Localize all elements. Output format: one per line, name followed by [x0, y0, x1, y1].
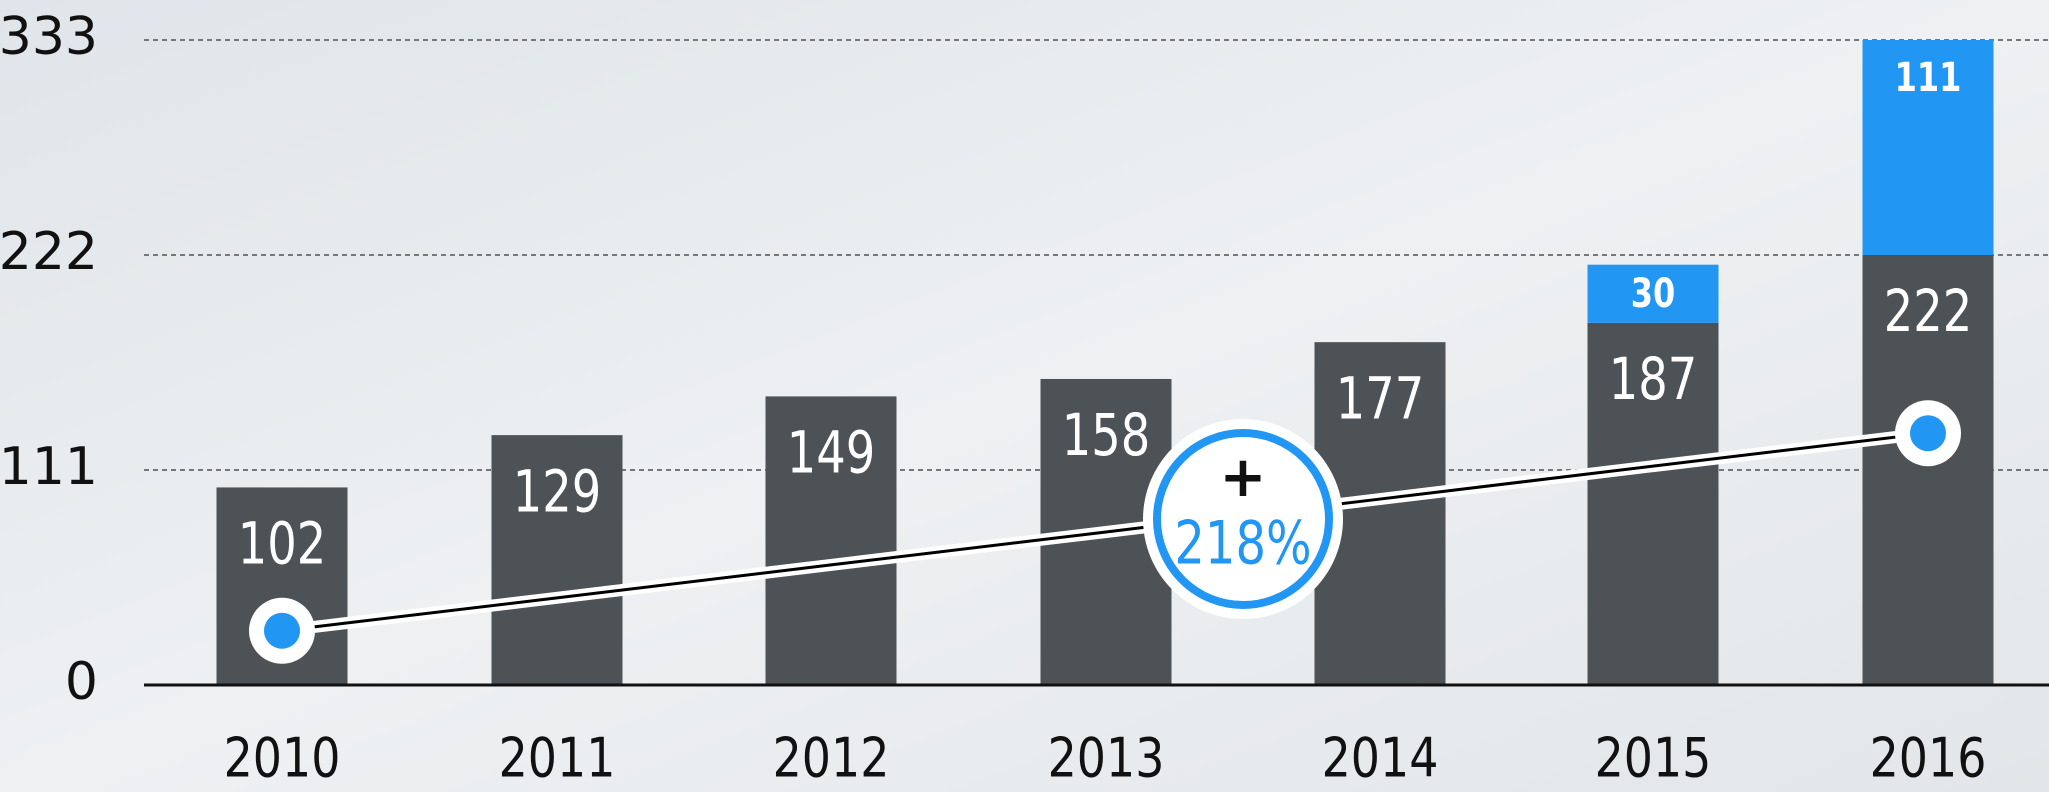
x-tick-label: 2014 — [1322, 726, 1439, 790]
x-tick-label: 2013 — [1048, 726, 1165, 790]
value-label: 30 — [1631, 269, 1676, 316]
value-label: 149 — [787, 420, 876, 487]
annotation-text: 218% — [1174, 509, 1311, 579]
y-tick-label: 333 — [0, 7, 98, 67]
marker — [264, 613, 300, 649]
marker — [1910, 415, 1946, 451]
x-tick-label: 2012 — [773, 726, 890, 790]
value-label: 102 — [238, 511, 327, 578]
annotation-sign: + — [1220, 445, 1267, 510]
x-tick-label: 2010 — [224, 726, 341, 790]
value-label: 111 — [1895, 53, 1962, 100]
value-label: 222 — [1884, 278, 1973, 345]
y-tick-label: 111 — [0, 437, 98, 497]
y-tick-label: 0 — [65, 652, 98, 712]
y-tick-label: 222 — [0, 222, 98, 282]
value-label: 187 — [1609, 346, 1698, 413]
value-label: 177 — [1336, 365, 1425, 432]
value-label: 158 — [1062, 402, 1151, 469]
value-label: 129 — [513, 458, 602, 525]
x-tick-label: 2011 — [499, 726, 616, 790]
x-tick-label: 2015 — [1595, 726, 1712, 790]
chart: 0 111 222 333 102 2010 129 2011 149 2012 158 2013 17… — [0, 0, 2049, 792]
x-tick-label: 2016 — [1870, 726, 1987, 790]
